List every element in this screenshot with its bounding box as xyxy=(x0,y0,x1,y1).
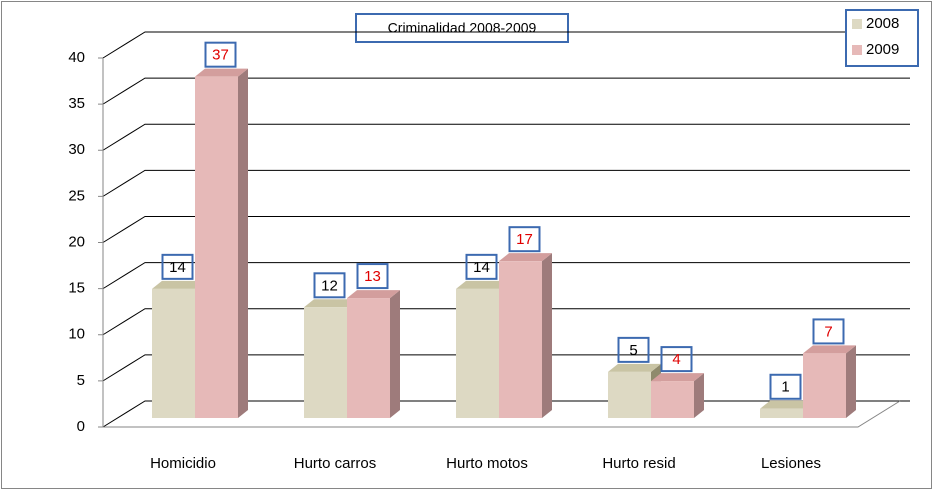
data-label: 14 xyxy=(169,259,186,276)
y-tick-label: 5 xyxy=(77,372,85,389)
data-label: 17 xyxy=(516,231,533,248)
y-tick-label: 10 xyxy=(68,326,85,343)
x-tick-label: Hurto motos xyxy=(446,455,528,472)
bar xyxy=(456,288,499,418)
data-label-box xyxy=(508,226,541,253)
data-label-box xyxy=(356,263,389,290)
data-label-box xyxy=(812,318,845,345)
data-label: 13 xyxy=(364,268,381,285)
bar-top xyxy=(152,280,205,289)
grid-line xyxy=(102,308,910,336)
bar xyxy=(608,371,651,418)
title-box xyxy=(355,13,569,43)
bar-top xyxy=(651,373,704,382)
data-label-box xyxy=(313,272,346,299)
grid-line xyxy=(102,354,910,382)
bar-side xyxy=(694,373,704,418)
bar xyxy=(651,381,694,418)
grid-line xyxy=(102,77,910,105)
legend-label: 2009 xyxy=(866,41,899,58)
legend-swatch xyxy=(852,45,862,55)
data-label-box xyxy=(161,253,194,280)
x-tick-label: Hurto resid xyxy=(602,455,675,472)
y-tick-label: 20 xyxy=(68,233,85,250)
data-label: 7 xyxy=(824,323,832,340)
data-label-box xyxy=(465,253,498,280)
bar xyxy=(760,408,803,418)
y-tick-label: 40 xyxy=(68,49,85,66)
bar-top xyxy=(608,363,661,372)
chart-title: Criminalidad 2008-2009 xyxy=(388,20,537,36)
data-label: 14 xyxy=(473,259,490,276)
bar xyxy=(304,307,347,418)
grid-line xyxy=(102,262,910,290)
data-label-box xyxy=(617,336,650,363)
floor xyxy=(103,400,901,428)
bar-side xyxy=(390,290,400,418)
bar xyxy=(499,261,542,418)
bar-side xyxy=(238,68,248,419)
bar xyxy=(347,298,390,418)
grid-line xyxy=(102,31,910,59)
bar-side xyxy=(846,345,856,418)
bar-side xyxy=(542,253,552,418)
y-tick-label: 35 xyxy=(68,95,85,112)
bar-top xyxy=(499,253,552,262)
bar xyxy=(152,288,195,418)
y-tick-label: 15 xyxy=(68,280,85,297)
data-label-box xyxy=(769,373,802,400)
data-label-box xyxy=(204,41,237,68)
grid-line xyxy=(102,216,910,243)
y-tick-label: 0 xyxy=(77,418,85,435)
bar-top xyxy=(803,345,856,354)
bar-top xyxy=(347,290,400,299)
y-tick-label: 25 xyxy=(68,187,85,204)
grid-line xyxy=(102,169,910,197)
bar-top xyxy=(304,299,357,308)
data-label: 1 xyxy=(781,379,789,396)
legend-label: 2008 xyxy=(866,15,899,32)
y-tick-label: 30 xyxy=(68,141,85,158)
data-label-box xyxy=(660,346,693,373)
x-tick-label: Homicidio xyxy=(150,455,216,472)
data-label: 4 xyxy=(672,351,680,368)
bar-top xyxy=(760,400,813,409)
data-label: 5 xyxy=(629,342,637,359)
legend-swatch xyxy=(852,19,862,29)
bar xyxy=(803,353,846,418)
data-label: 37 xyxy=(212,47,229,64)
x-tick-label: Lesiones xyxy=(761,455,821,472)
bar-top xyxy=(195,68,248,77)
data-label: 12 xyxy=(321,277,338,294)
bar-top xyxy=(456,280,509,289)
x-tick-label: Hurto carros xyxy=(294,455,377,472)
grid-line xyxy=(102,123,910,151)
bar xyxy=(195,76,238,419)
